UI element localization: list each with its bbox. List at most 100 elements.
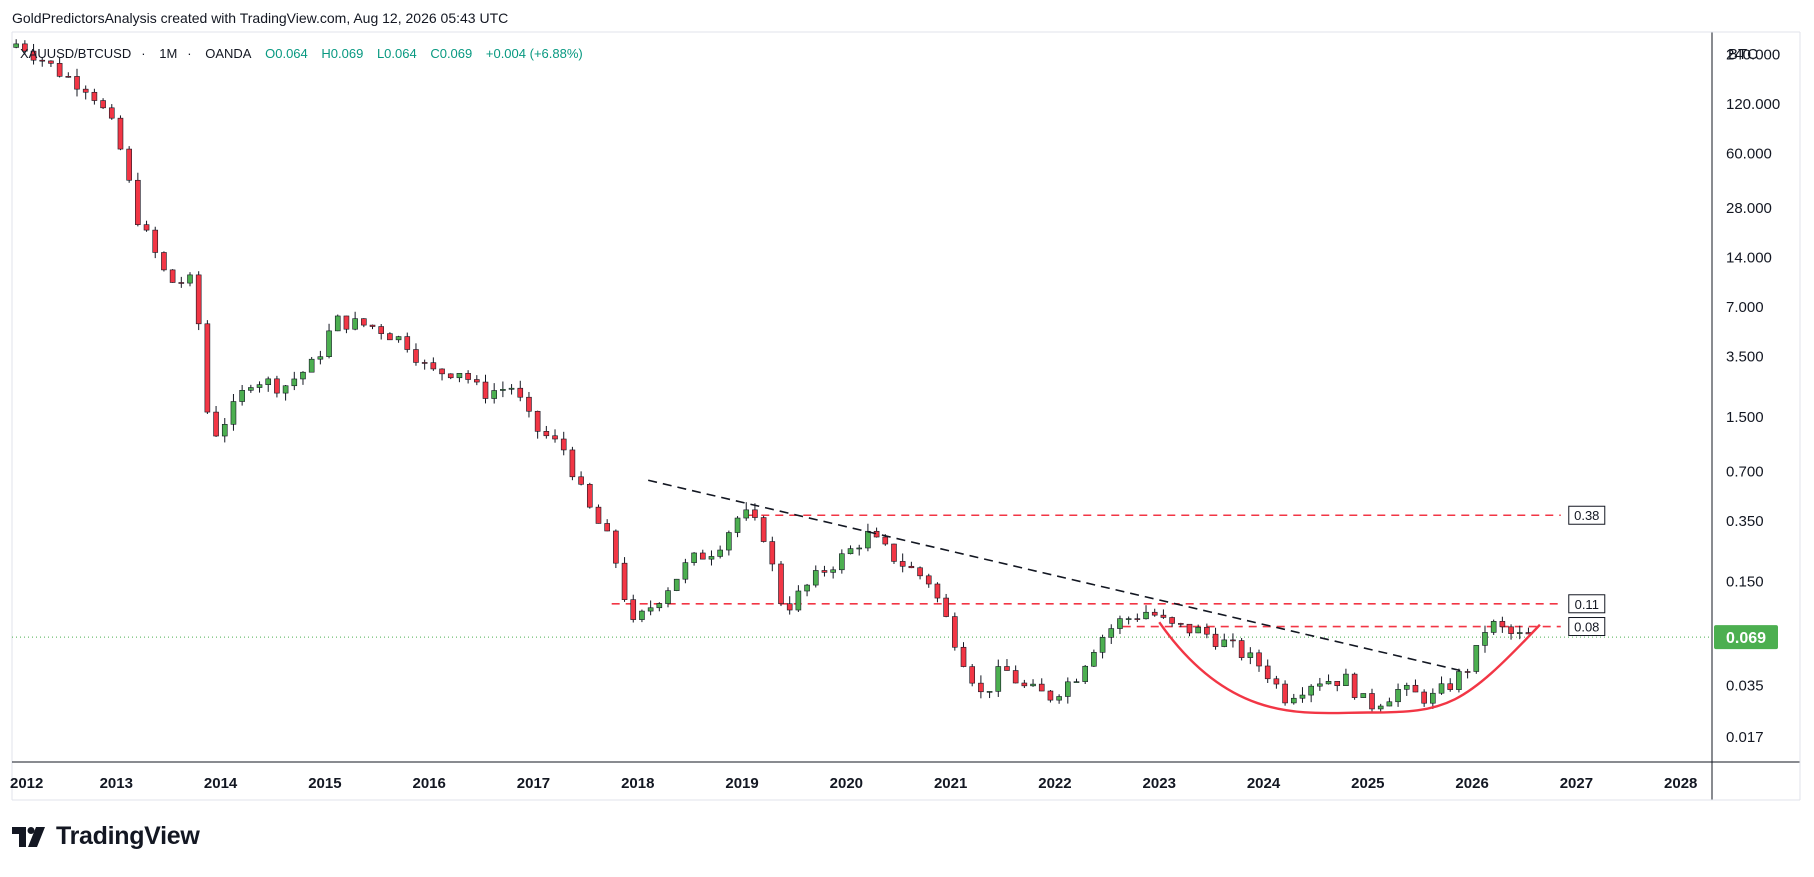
candle	[917, 566, 923, 580]
candle	[1473, 645, 1480, 674]
candle-body-up	[1143, 611, 1149, 620]
last-price-label: 0.069	[1726, 630, 1766, 647]
candle-body-down	[569, 449, 576, 478]
candle-body-down	[578, 476, 584, 485]
candle-body-down	[1186, 623, 1193, 634]
candle	[1308, 684, 1314, 703]
candle	[569, 446, 576, 481]
candle-body-down	[917, 567, 923, 577]
candle	[708, 550, 715, 566]
candle-body-up	[1395, 689, 1401, 703]
candle	[413, 343, 419, 366]
y-tick-label: 60.000	[1726, 146, 1772, 163]
candle-body-down	[1047, 690, 1054, 701]
candle	[943, 593, 949, 618]
candle	[256, 381, 263, 393]
candle	[213, 405, 219, 437]
candle	[195, 271, 202, 331]
candle-body-down	[387, 333, 393, 341]
candle	[1151, 608, 1158, 617]
candle-body-down	[978, 682, 984, 693]
candle	[1134, 613, 1141, 622]
candle	[1238, 638, 1245, 661]
candle-body-down	[108, 107, 115, 119]
candle	[1438, 676, 1445, 695]
candle	[804, 583, 810, 597]
candle-body-up	[1516, 632, 1523, 634]
candle	[404, 332, 411, 353]
candle	[960, 642, 967, 668]
candle-body-down	[447, 373, 454, 379]
candle-body-up	[856, 547, 863, 550]
candle	[369, 324, 376, 330]
candle	[865, 523, 871, 552]
candle	[1421, 689, 1427, 707]
x-tick-label: 2021	[934, 775, 967, 792]
candle-body-up	[682, 562, 689, 580]
tradingview-logo[interactable]: TradingView	[12, 822, 200, 851]
candle-body-down	[595, 506, 602, 524]
interval-label[interactable]: 1M	[159, 46, 178, 61]
symbol-info-line: XAUUSD/BTCUSD · 1M · OANDA O0.064 H0.069 L…	[20, 46, 593, 61]
candle-body-down	[1256, 652, 1262, 667]
x-tick-label: 2019	[725, 775, 758, 792]
candle	[839, 549, 845, 574]
candle-body-up	[804, 584, 810, 592]
candle	[343, 315, 350, 334]
high-value: H0.069	[321, 46, 364, 61]
candle	[239, 385, 245, 406]
candle	[1247, 647, 1254, 665]
x-tick-label: 2025	[1351, 775, 1384, 792]
candle-body-down	[1334, 681, 1341, 686]
y-tick-label: 0.035	[1726, 678, 1764, 695]
candle	[352, 311, 358, 331]
level-label-box	[1568, 617, 1606, 637]
candle	[48, 60, 54, 67]
candle-body-up	[1403, 684, 1410, 690]
candle	[552, 429, 558, 443]
candle-body-up	[639, 610, 645, 620]
candle-body-down	[1160, 614, 1167, 618]
candle-body-down	[1264, 665, 1271, 680]
candle-body-down	[91, 91, 98, 101]
candle	[1012, 665, 1019, 684]
candle-body-down	[1351, 673, 1358, 698]
candle-body-down	[1238, 640, 1245, 658]
y-tick-label: 1.500	[1726, 409, 1764, 426]
symbol-name[interactable]: XAUUSD/BTCUSD	[20, 46, 132, 61]
candle-body-up	[221, 424, 228, 437]
candle-body-down	[48, 60, 54, 64]
candle	[1212, 627, 1219, 650]
candle-body-down	[100, 100, 106, 109]
cup-pattern-curve	[1158, 621, 1541, 715]
candle	[143, 220, 150, 232]
candle-body-down	[752, 509, 758, 518]
candle	[161, 251, 167, 272]
candle	[1290, 693, 1297, 705]
candle	[1091, 649, 1097, 667]
y-tick-label: 14.000	[1726, 250, 1772, 267]
candle	[152, 226, 159, 259]
low-value: L0.064	[376, 46, 417, 61]
candle	[986, 691, 993, 699]
candle	[1360, 693, 1367, 698]
tradingview-logo-icon	[12, 826, 45, 847]
candle	[995, 659, 1002, 697]
candle	[1395, 683, 1401, 707]
candle	[1065, 677, 1071, 704]
candle	[726, 530, 732, 556]
candle-body-up	[265, 378, 272, 385]
candle-body-down	[126, 148, 132, 181]
candle-body-down	[613, 530, 619, 564]
candle-body-up	[656, 603, 663, 609]
candle	[560, 431, 567, 456]
candle-body-down	[1508, 626, 1514, 634]
candle	[752, 503, 758, 521]
candle-body-up	[1490, 621, 1497, 633]
candle	[769, 536, 776, 572]
candle-body-up	[1438, 683, 1445, 694]
candle	[812, 565, 819, 588]
candle-body-up	[1056, 696, 1062, 701]
candle	[630, 594, 637, 623]
